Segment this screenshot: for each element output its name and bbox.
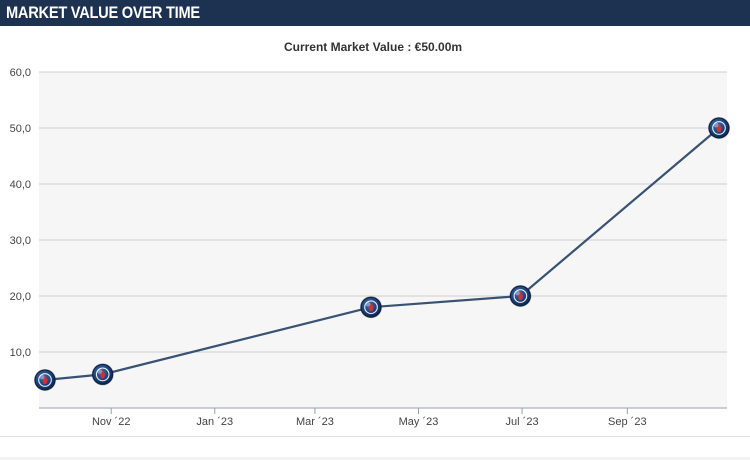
y-tick-label: 40,0 xyxy=(10,179,31,191)
crest-ring xyxy=(513,289,528,303)
y-tick-label: 20,0 xyxy=(10,291,31,303)
x-tick-label: Jul ´23 xyxy=(506,416,539,428)
crest-tower xyxy=(517,291,523,300)
divider xyxy=(0,457,750,460)
data-point xyxy=(509,285,532,307)
grid-lines xyxy=(39,71,727,353)
current-market-value: Current Market Value : €50.00m xyxy=(0,40,750,54)
crest-tower xyxy=(716,123,722,132)
crest-highlight xyxy=(97,369,103,374)
crest-ring xyxy=(364,300,378,315)
current-market-value-label: Current Market Value : xyxy=(283,40,412,54)
data-point xyxy=(91,363,114,386)
x-tick-label: Nov ´22 xyxy=(92,416,131,428)
crest-highlight xyxy=(713,122,719,128)
section-title: MARKET VALUE OVER TIME xyxy=(6,3,200,22)
data-point xyxy=(708,117,730,139)
x-tick-label: Mar ´23 xyxy=(296,416,334,428)
y-tick-label: 50,0 xyxy=(10,123,31,135)
crest-ring xyxy=(95,367,110,382)
crest-tower xyxy=(368,302,374,312)
y-tick-label: 60,0 xyxy=(10,67,31,79)
crest-highlight xyxy=(39,374,45,380)
y-tick-label: 10,0 xyxy=(10,347,31,359)
y-tick-label: 30,0 xyxy=(10,235,31,247)
data-point xyxy=(34,369,56,391)
divider xyxy=(0,436,750,437)
market-value-chart: 60,0 50,0 40,0 30,0 20,0 10,0 Nov ´22 Jan ´23 Ma… xyxy=(10,67,730,428)
crest-ring xyxy=(38,373,52,387)
crest-tower xyxy=(100,369,106,379)
current-market-value-amount: €50.00m xyxy=(414,40,463,54)
crest-highlight xyxy=(365,301,371,307)
section-header: MARKET VALUE OVER TIME xyxy=(0,0,750,26)
crest-ring xyxy=(712,121,726,135)
axes: 60,0 50,0 40,0 30,0 20,0 10,0 Nov ´22 Jan ´23 Ma… xyxy=(10,67,727,428)
x-tick-label: Sep ´23 xyxy=(608,416,647,428)
crest-tower xyxy=(42,375,48,384)
crest-highlight xyxy=(515,290,520,296)
data-point xyxy=(360,296,382,319)
data-point-layer xyxy=(34,117,730,391)
x-tick-label: Jan ´23 xyxy=(196,416,233,428)
x-tick-label: May ´23 xyxy=(399,416,439,428)
